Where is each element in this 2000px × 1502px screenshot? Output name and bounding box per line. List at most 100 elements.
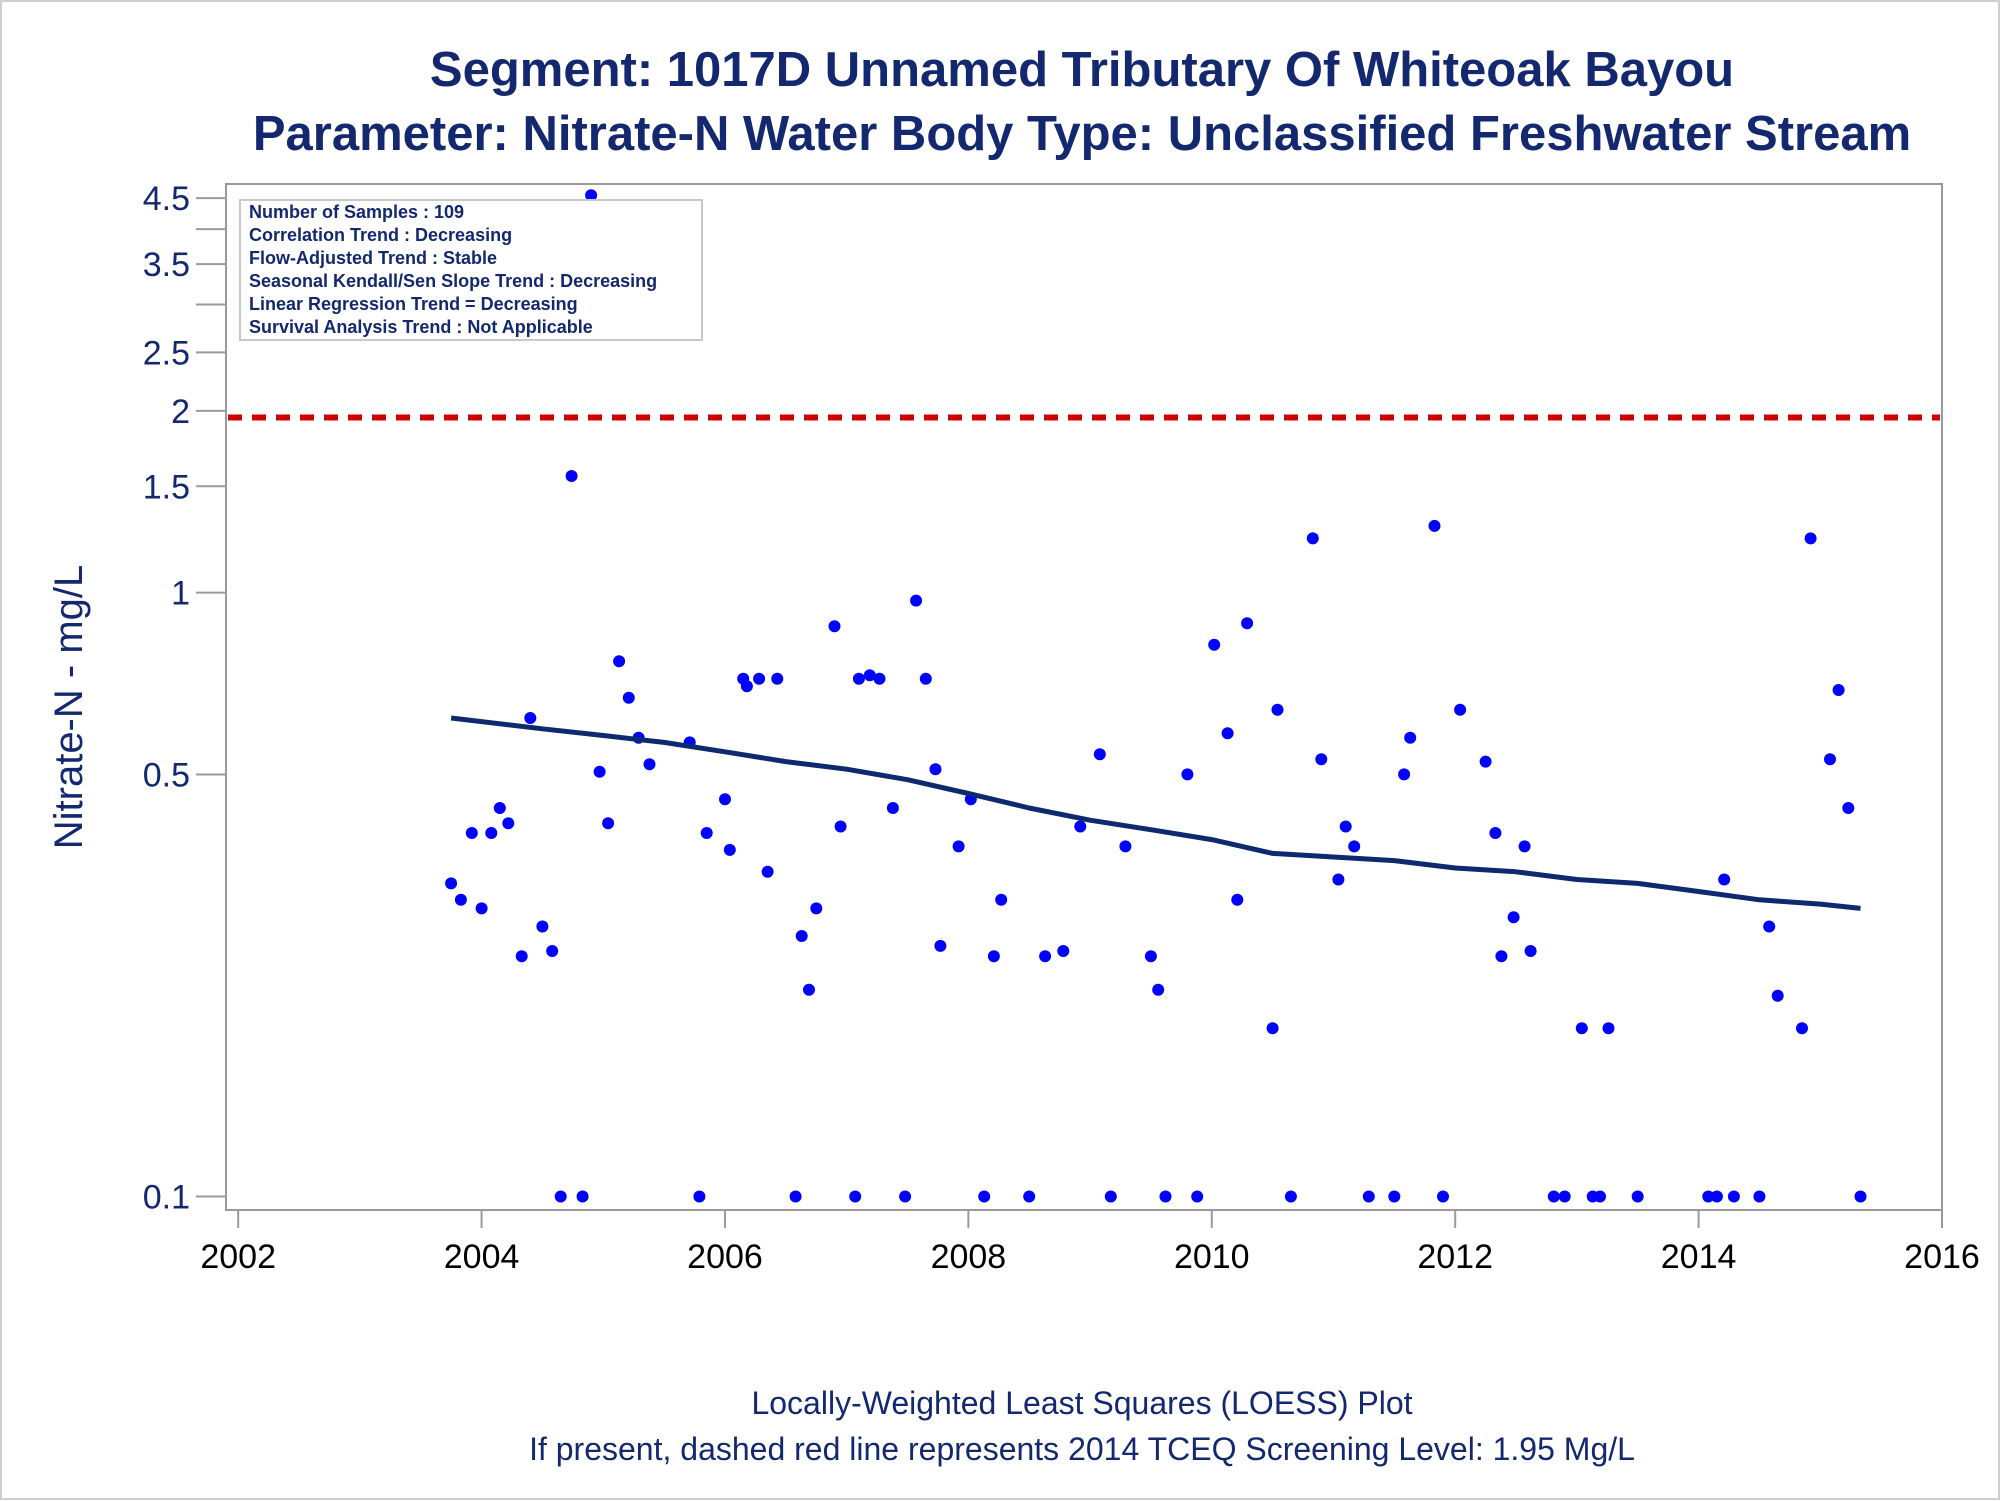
data-point <box>753 672 766 685</box>
data-point <box>1507 911 1520 924</box>
footnote-loess: Locally-Weighted Least Squares (LOESS) P… <box>751 1385 1412 1421</box>
data-point <box>1753 1190 1766 1203</box>
data-point <box>1454 703 1467 716</box>
data-point <box>1152 983 1165 996</box>
y-tick-label: 2.5 <box>143 334 190 372</box>
data-point <box>1315 753 1328 766</box>
x-tick-label: 2010 <box>1174 1238 1250 1276</box>
y-tick-label: 4.5 <box>143 180 190 218</box>
data-point <box>593 765 606 778</box>
data-point <box>502 817 515 830</box>
data-point <box>1594 1190 1606 1203</box>
data-point <box>1602 1022 1615 1035</box>
data-point <box>576 1190 589 1203</box>
data-point <box>1479 755 1492 768</box>
data-point <box>789 1190 802 1203</box>
data-point <box>554 1190 567 1203</box>
data-point <box>771 672 784 685</box>
data-point <box>1144 950 1157 963</box>
info-box: Number of Samples : 109 Correlation Tren… <box>239 199 703 341</box>
data-point <box>622 691 635 704</box>
data-point <box>1074 820 1087 833</box>
data-point <box>1221 727 1234 740</box>
data-point <box>1398 768 1411 781</box>
data-point <box>1159 1190 1172 1203</box>
data-point <box>919 672 932 685</box>
data-point <box>761 865 774 878</box>
data-point <box>1631 1190 1644 1203</box>
data-point <box>1489 827 1502 839</box>
data-point <box>929 763 942 776</box>
data-point <box>852 672 865 685</box>
loess-line <box>450 715 1861 911</box>
x-tick-label: 2002 <box>200 1238 276 1276</box>
data-point <box>1093 748 1106 761</box>
data-point <box>1832 684 1845 696</box>
data-point <box>1208 638 1221 651</box>
data-point <box>910 594 923 607</box>
info-box-frame <box>239 199 703 341</box>
data-point <box>1348 840 1361 853</box>
data-point <box>1842 802 1855 814</box>
data-point <box>1119 840 1132 853</box>
info-sample-count: Number of Samples : 109 <box>249 202 464 222</box>
data-point <box>524 712 537 724</box>
y-tick-label: 1 <box>171 575 190 613</box>
data-point <box>995 893 1008 906</box>
y-tick-label: 1.5 <box>143 468 190 506</box>
data-point <box>700 827 713 839</box>
data-point <box>1710 1190 1723 1203</box>
x-tick-label: 2006 <box>687 1238 763 1276</box>
data-point <box>1266 1022 1279 1035</box>
loess-layer <box>450 715 1861 911</box>
x-tick-label: 2014 <box>1661 1238 1737 1276</box>
y-tick-label: 2 <box>171 393 190 431</box>
data-point <box>1104 1190 1117 1203</box>
data-point <box>810 902 823 915</box>
info-linear-regression-trend: Linear Regression Trend = Decreasing <box>249 294 578 314</box>
y-tick-label: 0.1 <box>143 1179 190 1217</box>
data-point <box>828 620 841 633</box>
data-point <box>493 802 506 814</box>
data-point <box>795 930 808 942</box>
data-point <box>1428 519 1441 532</box>
info-survival-analysis-trend: Survival Analysis Trend : Not Applicable <box>249 317 593 337</box>
x-axis: 2002 2004 2006 2008 2010 2012 2014 2016 <box>200 1210 1980 1276</box>
data-point <box>849 1190 862 1203</box>
data-point <box>1558 1190 1571 1203</box>
y-axis-label: Nitrate-N - mg/L <box>47 565 91 850</box>
data-point <box>613 655 626 668</box>
data-point <box>602 817 615 830</box>
data-point <box>1241 617 1254 630</box>
y-tick-label: 3.5 <box>143 246 190 284</box>
data-point <box>803 983 815 996</box>
data-point <box>1181 768 1194 781</box>
data-point <box>834 820 847 833</box>
y-tick-label: 0.5 <box>143 756 190 794</box>
data-point <box>934 939 947 952</box>
data-point <box>1284 1190 1297 1203</box>
data-point <box>1231 893 1244 906</box>
info-correlation-trend: Correlation Trend : Decreasing <box>249 225 512 245</box>
data-point <box>1404 731 1417 744</box>
data-point <box>1575 1022 1588 1035</box>
data-point <box>1702 1190 1715 1203</box>
data-point <box>1547 1190 1560 1203</box>
data-point <box>1039 950 1052 963</box>
data-point <box>978 1190 991 1203</box>
data-point <box>740 680 753 693</box>
data-point <box>1057 945 1070 957</box>
data-point <box>1718 873 1731 886</box>
data-point <box>1023 1190 1036 1203</box>
data-point <box>1771 989 1784 1002</box>
data-point <box>863 669 876 682</box>
y-axis: 0.1 0.5 1 1.5 2 2.5 3.5 4.5 <box>143 180 226 1217</box>
data-point <box>1495 950 1508 963</box>
data-point <box>536 920 549 933</box>
data-point <box>719 793 731 806</box>
data-point <box>445 877 458 890</box>
data-point <box>1518 840 1531 853</box>
data-point <box>643 758 656 771</box>
